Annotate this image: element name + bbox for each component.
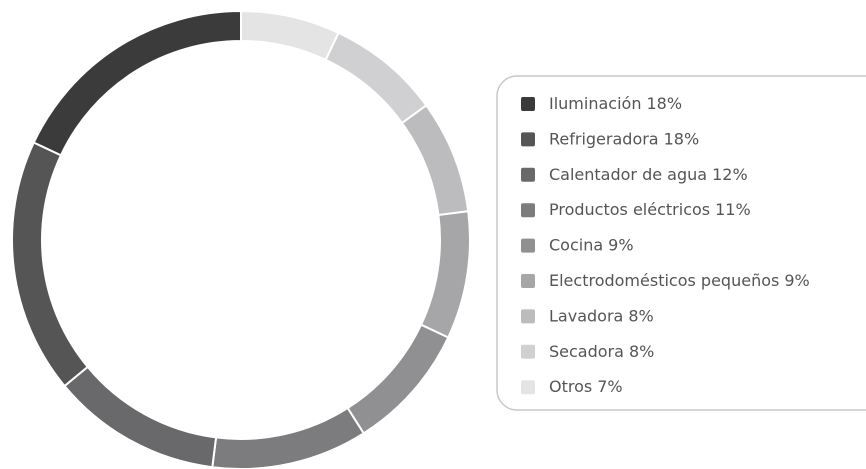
legend-swatch — [521, 203, 535, 218]
donut-segment — [211, 406, 366, 469]
donut-segment — [11, 141, 90, 388]
donut-segment — [419, 210, 471, 339]
legend-box — [496, 75, 866, 411]
legend-name: Calentador de agua — [549, 164, 707, 183]
donut-segment — [240, 9, 340, 62]
legend-name: Electrodomésticos pequeños — [549, 271, 779, 290]
legend-label: Secadora 8% — [549, 341, 654, 360]
legend-label: Iluminación 18% — [549, 94, 682, 113]
legend-swatch — [521, 309, 535, 324]
legend-value: 8% — [628, 306, 653, 325]
donut-segment — [63, 365, 218, 469]
legend-label: Electrodomésticos pequeños 9% — [549, 271, 810, 290]
legend-value: 9% — [608, 235, 633, 254]
legend-label: Refrigeradora 18% — [549, 129, 699, 148]
legend-name: Cocina — [549, 235, 603, 254]
legend-label: Otros 7% — [549, 377, 623, 396]
legend-value: 18% — [664, 129, 700, 148]
legend-label: Calentador de agua 12% — [549, 164, 748, 183]
legend-value: 11% — [715, 200, 751, 219]
legend-name: Secadora — [549, 341, 624, 360]
legend-value: 8% — [629, 341, 654, 360]
donut-segment — [32, 9, 242, 157]
donut-segment — [400, 104, 470, 217]
donut-segment — [346, 323, 450, 435]
legend-name: Lavadora — [549, 306, 623, 325]
legend-swatch — [521, 380, 535, 395]
legend-name: Otros — [549, 377, 592, 396]
legend-value: 7% — [597, 377, 622, 396]
legend-label: Lavadora 8% — [549, 306, 654, 325]
legend-label: Cocina 9% — [549, 235, 634, 254]
legend-name: Productos eléctricos — [549, 200, 710, 219]
legend-swatch — [521, 274, 535, 288]
legend-name: Refrigeradora — [549, 129, 659, 148]
legend-swatch — [521, 97, 535, 111]
legend-label: Productos eléctricos 11% — [549, 200, 751, 219]
legend-value: 12% — [712, 164, 748, 183]
legend-swatch — [521, 344, 535, 359]
legend-name: Iluminación — [549, 94, 641, 113]
legend-swatch — [521, 238, 535, 253]
donut-segment — [324, 31, 428, 125]
legend-swatch — [521, 167, 535, 182]
legend-swatch — [521, 132, 535, 147]
legend-value: 18% — [646, 94, 682, 113]
legend-value: 9% — [784, 271, 809, 290]
